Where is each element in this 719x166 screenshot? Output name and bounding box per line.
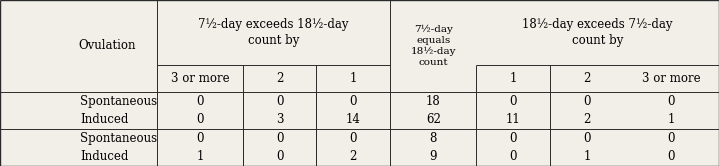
Text: Induced: Induced [81, 113, 129, 126]
Text: 1: 1 [583, 150, 590, 163]
Text: 0: 0 [276, 95, 283, 108]
Text: 0: 0 [510, 132, 517, 145]
Text: 0: 0 [510, 150, 517, 163]
Text: Spontaneous: Spontaneous [81, 95, 157, 108]
Text: 1: 1 [196, 150, 203, 163]
Text: Spontaneous: Spontaneous [81, 132, 157, 145]
Text: 0: 0 [668, 132, 675, 145]
Text: 0: 0 [510, 95, 517, 108]
Text: 18½-day exceeds 7½-day
count by: 18½-day exceeds 7½-day count by [523, 18, 673, 47]
Text: 7½-day exceeds 18½-day
count by: 7½-day exceeds 18½-day count by [198, 18, 349, 47]
Text: 2: 2 [276, 72, 283, 85]
Text: 8: 8 [429, 132, 437, 145]
Text: 3 or more: 3 or more [170, 72, 229, 85]
Text: 1: 1 [510, 72, 517, 85]
Text: 2: 2 [583, 113, 590, 126]
Text: 7½-day
equals
18½-day
count: 7½-day equals 18½-day count [411, 24, 456, 67]
Text: 0: 0 [196, 113, 203, 126]
Text: 1: 1 [349, 72, 357, 85]
Text: 0: 0 [196, 132, 203, 145]
Text: 0: 0 [583, 95, 590, 108]
Text: 2: 2 [349, 150, 357, 163]
Text: 0: 0 [668, 95, 675, 108]
Text: 0: 0 [668, 150, 675, 163]
Text: 11: 11 [505, 113, 521, 126]
Text: 1: 1 [668, 113, 675, 126]
Text: 3: 3 [276, 113, 283, 126]
Text: Ovulation: Ovulation [78, 40, 136, 52]
Text: Induced: Induced [81, 150, 129, 163]
Text: 62: 62 [426, 113, 441, 126]
Text: 0: 0 [349, 132, 357, 145]
Text: 9: 9 [429, 150, 437, 163]
Text: 0: 0 [583, 132, 590, 145]
Text: 0: 0 [276, 150, 283, 163]
Text: 18: 18 [426, 95, 441, 108]
Text: 14: 14 [346, 113, 361, 126]
Text: 2: 2 [583, 72, 590, 85]
Text: 3 or more: 3 or more [642, 72, 701, 85]
Text: 0: 0 [349, 95, 357, 108]
Text: 0: 0 [196, 95, 203, 108]
Text: 0: 0 [276, 132, 283, 145]
